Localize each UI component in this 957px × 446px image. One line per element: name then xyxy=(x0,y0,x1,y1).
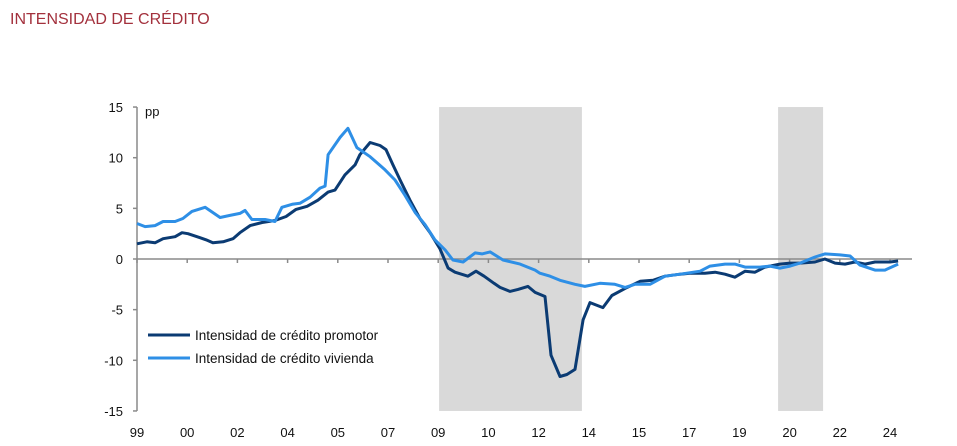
x-tick-label: 05 xyxy=(331,425,345,440)
x-tick-label: 15 xyxy=(632,425,646,440)
x-tick-label: 02 xyxy=(230,425,244,440)
x-axis: 99 00 02 04 05 07 09 10 12 14 15 17 19 20 22 24 xyxy=(130,258,912,440)
x-tick-label: 09 xyxy=(431,425,445,440)
legend: Intensidad de crédito promotor Intensidad… xyxy=(148,328,379,366)
x-tick-label: 19 xyxy=(732,425,746,440)
x-tick-label: 12 xyxy=(531,425,545,440)
series-lines xyxy=(136,126,899,378)
y-tick-label: 0 xyxy=(116,252,123,267)
chart-title: INTENSIDAD DE CRÉDITO xyxy=(10,11,210,28)
y-tick-label: 15 xyxy=(109,100,123,115)
y-axis: 15 10 5 0 -5 -10 -15 xyxy=(104,100,138,419)
y-tick-label: -5 xyxy=(111,303,123,318)
y-tick-label: 10 xyxy=(109,151,123,166)
x-tick-label: 07 xyxy=(381,425,395,440)
x-tick-label: 99 xyxy=(130,425,144,440)
x-tick-label: 17 xyxy=(682,425,696,440)
x-tick-label: 00 xyxy=(180,425,194,440)
x-tick-label: 22 xyxy=(833,425,847,440)
y-tick-label: -15 xyxy=(104,404,123,419)
x-tick-label: 04 xyxy=(280,425,294,440)
y-tick-label: -10 xyxy=(104,353,123,368)
y-axis-unit-label: pp xyxy=(145,104,159,119)
series-line-promotor xyxy=(136,141,899,378)
y-tick-label: 5 xyxy=(116,201,123,216)
x-tick-label: 14 xyxy=(582,425,596,440)
series-line-vivienda xyxy=(136,126,899,289)
legend-label: Intensidad de crédito promotor xyxy=(195,328,379,343)
legend-label: Intensidad de crédito vivienda xyxy=(195,351,374,366)
x-tick-label: 20 xyxy=(782,425,796,440)
x-tick-label: 10 xyxy=(481,425,495,440)
x-tick-label: 24 xyxy=(883,425,897,440)
